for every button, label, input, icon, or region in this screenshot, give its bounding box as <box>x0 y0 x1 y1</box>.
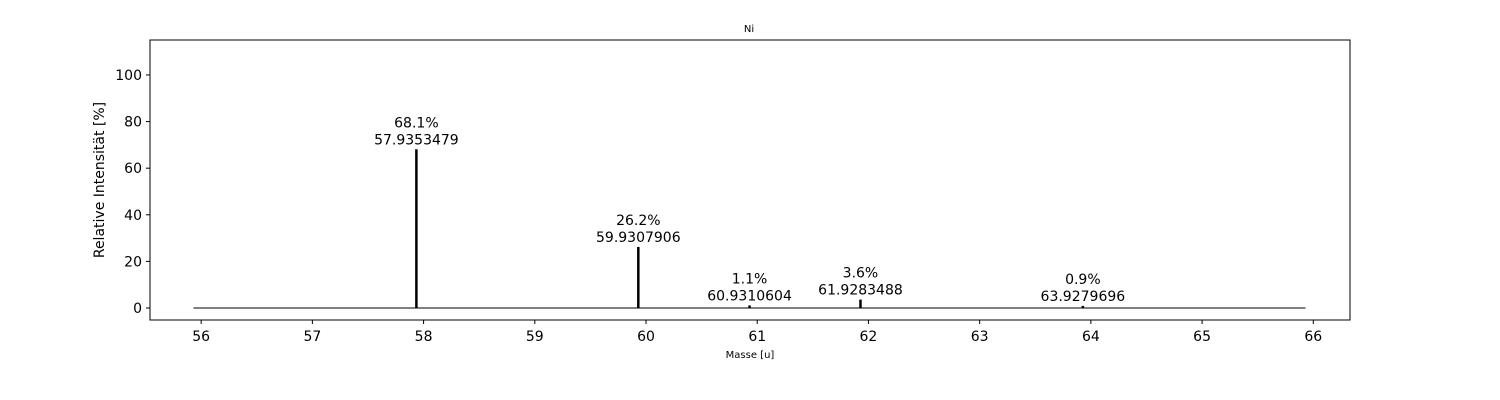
mass-label: 63.9279696 <box>1041 289 1126 305</box>
x-tick-label: 57 <box>303 329 321 345</box>
y-tick-label: 100 <box>115 68 142 84</box>
y-axis-label: Relative Intensität [%] <box>92 102 108 258</box>
x-tick-label: 62 <box>860 329 878 345</box>
x-tick-label: 61 <box>748 329 766 345</box>
mass-label: 57.9353479 <box>374 132 459 148</box>
y-tick-label: 20 <box>124 254 142 270</box>
x-tick-label: 63 <box>971 329 989 345</box>
y-tick-label: 0 <box>133 301 142 317</box>
y-tick-label: 80 <box>124 115 142 131</box>
x-axis-label: Masse [u] <box>726 350 775 361</box>
value-label: 3.6% <box>843 266 879 282</box>
value-label: 68.1% <box>394 115 438 131</box>
x-tick-label: 58 <box>415 329 433 345</box>
chart-title: Ni <box>744 24 754 35</box>
mass-label: 60.9310604 <box>707 288 792 304</box>
x-tick-label: 59 <box>526 329 544 345</box>
y-tick-label: 60 <box>124 161 142 177</box>
value-label: 26.2% <box>616 213 660 229</box>
x-tick-label: 65 <box>1193 329 1211 345</box>
mass-label: 59.9307906 <box>596 230 681 246</box>
mass-label: 61.9283488 <box>818 283 903 299</box>
x-tick-label: 56 <box>192 329 210 345</box>
value-label: 1.1% <box>732 271 768 287</box>
x-tick-label: 60 <box>637 329 655 345</box>
x-tick-label: 66 <box>1304 329 1322 345</box>
plot-frame <box>149 39 1351 321</box>
y-tick-label: 40 <box>124 208 142 224</box>
value-label: 0.9% <box>1065 272 1101 288</box>
x-tick-label: 64 <box>1082 329 1100 345</box>
